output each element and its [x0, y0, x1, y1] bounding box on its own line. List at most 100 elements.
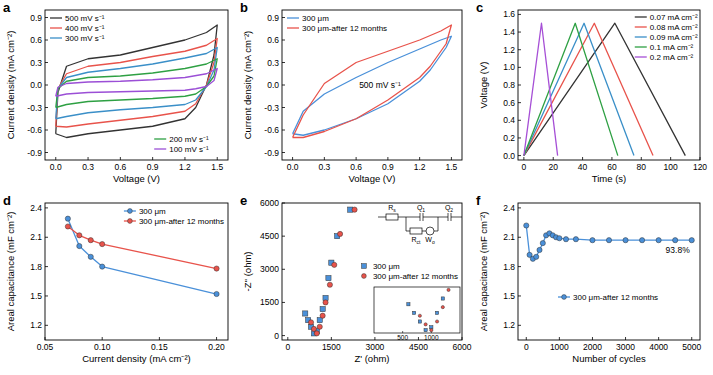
panel-letter: c	[476, 0, 483, 15]
legend: 300 μm300 μm-after 12 months	[124, 207, 224, 226]
legend-label: 300 μm	[302, 14, 329, 23]
y-tick-label: 2.1	[503, 232, 515, 242]
x-axis-title: Current density (mA cm⁻²)	[82, 353, 191, 364]
figure: 0.00.30.60.91.21.5-0.9-0.6-0.30.00.30.60…	[0, 0, 713, 375]
annotation: 500 mV s⁻¹	[359, 80, 401, 90]
y-tick	[45, 295, 48, 296]
y-axis-title: Current density (mA cm⁻²)	[242, 31, 253, 140]
y-tick	[45, 85, 48, 86]
panel-letter: a	[3, 0, 11, 15]
circuit-wire	[438, 217, 448, 218]
y-tick-label: 1.5	[503, 291, 515, 301]
legend-label: 300 mV s⁻¹	[65, 34, 105, 43]
series-line	[56, 39, 217, 128]
marker	[447, 288, 450, 291]
data-group	[65, 216, 219, 297]
y-tick	[282, 152, 285, 153]
panel: 0150030004500600001500300045006000Z' (oh…	[240, 168, 507, 364]
x-tick	[287, 337, 288, 340]
series-line	[524, 23, 634, 155]
marker	[314, 331, 319, 336]
series-line	[293, 25, 452, 138]
circuit-warburg	[426, 227, 434, 235]
y-tick-label: 2.1	[30, 232, 42, 242]
x-axis-title: Voltage (V)	[349, 173, 396, 184]
x-tick	[611, 157, 612, 160]
marker	[320, 306, 325, 311]
legend: 0.07 mA cm⁻²0.08 mA cm⁻²0.09 mA cm⁻²0.1 …	[635, 13, 698, 62]
panel-letter: b	[240, 0, 248, 15]
x-tick-label: 0.3	[82, 162, 94, 172]
x-tick	[625, 337, 626, 340]
y-tick	[282, 269, 285, 270]
legend-label: 300 μm-after 12 months	[139, 217, 224, 226]
y-tick-label: 0.6	[30, 35, 42, 45]
y-tick-label: -0.9	[27, 148, 42, 158]
x-tick	[55, 157, 56, 160]
x-tick	[523, 157, 524, 160]
circuit-wire	[438, 217, 439, 231]
y-tick-label: 4500	[260, 231, 279, 241]
y-tick-label: 1.0	[503, 62, 515, 72]
x-tick-label: 80	[637, 162, 647, 172]
x-tick	[120, 157, 121, 160]
y-tick	[45, 266, 48, 267]
panel: 0204060801001200.00.20.40.60.81.01.21.41…	[476, 0, 707, 184]
x-tick	[691, 337, 692, 340]
y-tick-label: 1.6	[503, 9, 515, 19]
marker	[65, 216, 70, 221]
legend-marker	[562, 295, 567, 300]
y-tick-label: 1.2	[503, 320, 515, 330]
legend: 300 μm300 μm-after 12 months	[287, 14, 387, 33]
x-tick-label: 2000	[583, 342, 602, 352]
y-tick-label: 6000	[260, 198, 279, 208]
marker	[214, 266, 219, 271]
x-tick	[356, 157, 357, 160]
marker	[435, 311, 438, 314]
data-group	[303, 207, 358, 336]
circuit-wire	[378, 217, 386, 218]
legend-swatch	[287, 17, 299, 18]
circuit-wire	[406, 231, 410, 232]
circuit-label: Q2	[445, 204, 453, 213]
panel-letter: e	[240, 193, 247, 208]
plot-frame	[518, 10, 700, 160]
y-tick	[518, 207, 521, 208]
y-tick-label: 1.4	[503, 27, 515, 37]
y-tick-label: -0.3	[27, 103, 42, 113]
y-tick	[45, 237, 48, 238]
inset-frame	[374, 287, 460, 333]
y-tick	[518, 102, 521, 103]
y-tick-label: 1.5	[30, 291, 42, 301]
y-tick-label: 0.3	[267, 58, 279, 68]
legend: 300 μm-after 12 months	[558, 293, 658, 302]
circuit-label: Rct	[412, 236, 422, 245]
legend-swatch	[154, 148, 166, 149]
x-tick-label: 0.6	[350, 162, 362, 172]
legend-swatch	[635, 16, 647, 17]
marker	[77, 233, 82, 238]
marker	[623, 238, 628, 243]
inset-tick-label: 1000	[424, 334, 439, 341]
y-tick-label: 1.2	[503, 45, 515, 55]
marker	[689, 238, 694, 243]
data-group	[293, 25, 452, 138]
y-tick	[518, 155, 521, 156]
y-tick	[518, 85, 521, 86]
x-tick-label: 0.15	[151, 342, 168, 352]
marker	[606, 238, 611, 243]
circuit-label-sub: ct	[417, 239, 422, 245]
y-tick	[282, 335, 285, 336]
x-tick	[641, 157, 642, 160]
x-tick	[331, 337, 332, 340]
x-tick	[387, 157, 388, 160]
legend: 200 mV s⁻¹100 mV s⁻¹	[154, 135, 209, 154]
y-tick	[45, 107, 48, 108]
x-tick	[559, 337, 560, 340]
y-tick	[45, 130, 48, 131]
legend-label: 300 μm-after 12 months	[573, 293, 658, 302]
y-tick-label: 1.8	[503, 262, 515, 272]
plot-frame	[45, 203, 228, 340]
y-tick	[518, 266, 521, 267]
marker	[537, 247, 542, 252]
